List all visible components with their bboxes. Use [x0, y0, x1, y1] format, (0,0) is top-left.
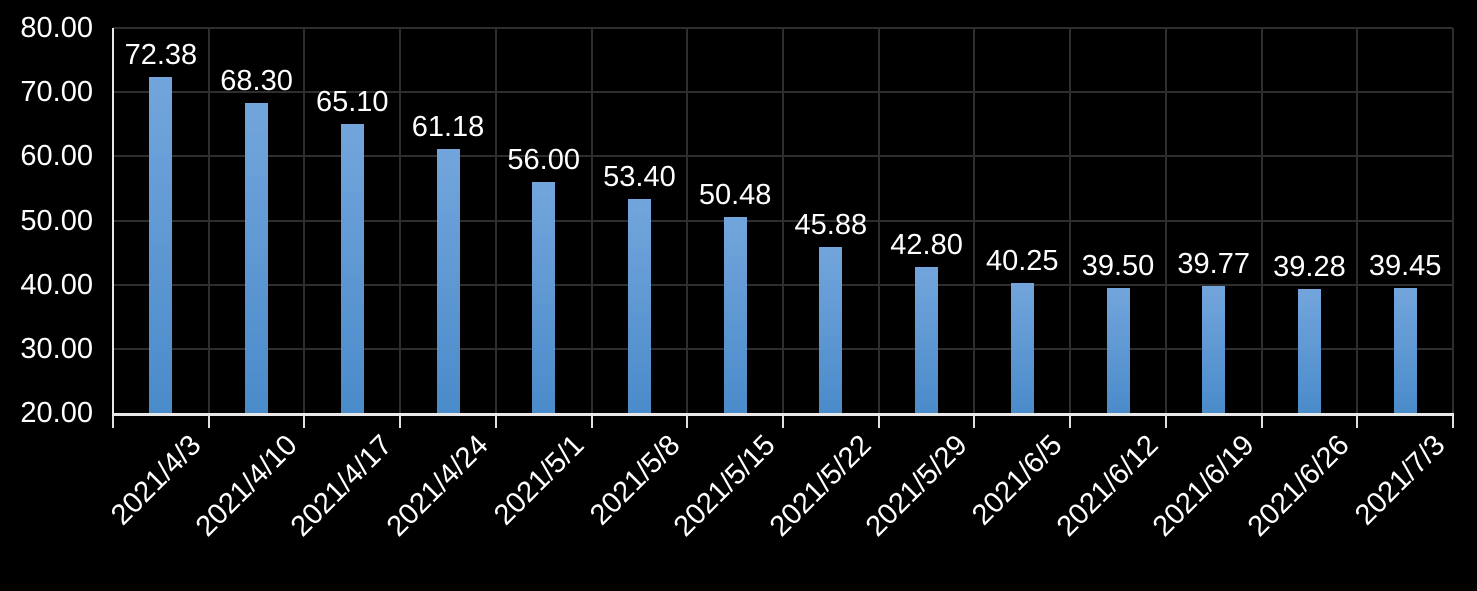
x-axis-tick	[973, 416, 976, 428]
y-tick-label: 40.00	[20, 268, 93, 301]
v-gridline	[1260, 28, 1263, 413]
v-gridline	[399, 28, 402, 413]
bar	[340, 123, 364, 413]
bar	[436, 148, 460, 413]
bar-value-label: 39.45	[1368, 250, 1442, 283]
bar	[149, 76, 173, 413]
v-gridline	[1452, 28, 1454, 413]
bar	[532, 182, 556, 413]
x-axis-tick	[1164, 416, 1167, 428]
x-axis-tick	[399, 416, 402, 428]
x-tick-label: 2021/5/29	[859, 429, 974, 543]
x-axis-tick	[494, 416, 497, 428]
x-tick-label: 2021/6/26	[1242, 429, 1357, 543]
x-axis-tick	[1356, 416, 1359, 428]
v-gridline	[1356, 28, 1359, 413]
x-tick-label: 2021/5/1	[487, 429, 591, 532]
x-axis-tick	[1069, 416, 1072, 428]
bar	[723, 217, 747, 413]
bar-value-label: 72.38	[124, 38, 198, 71]
bar	[627, 198, 651, 413]
v-gridline	[207, 28, 210, 413]
y-tick-label: 30.00	[20, 332, 93, 365]
v-gridline	[782, 28, 784, 413]
bar-value-label: 61.18	[411, 110, 485, 143]
x-axis-tick	[112, 416, 114, 428]
x-axis-tick	[782, 416, 784, 428]
y-tick-label: 50.00	[20, 204, 93, 237]
x-tick-label: 2021/4/17	[285, 429, 399, 543]
y-tick-label: 20.00	[20, 397, 93, 429]
x-axis-tick	[303, 416, 306, 428]
bar-value-label: 56.00	[507, 144, 580, 176]
x-axis-tick	[590, 416, 593, 428]
x-tick-label: 2021/5/22	[763, 429, 878, 543]
x-axis-line	[112, 413, 1454, 416]
y-axis-line	[112, 28, 114, 415]
bar	[819, 246, 843, 413]
v-gridline	[877, 28, 880, 413]
bar-value-label: 53.40	[603, 160, 676, 193]
v-gridline	[1164, 28, 1167, 413]
x-axis-tick	[1452, 416, 1454, 428]
bar	[1202, 286, 1226, 413]
v-gridline	[973, 28, 976, 413]
bar-value-label: 45.88	[794, 208, 868, 241]
v-gridline	[303, 28, 306, 413]
bar	[1010, 283, 1034, 413]
bar-value-label: 50.48	[698, 179, 772, 212]
bar	[245, 103, 269, 413]
x-axis-tick	[877, 416, 880, 428]
bar-value-label: 39.28	[1273, 251, 1346, 284]
v-gridline	[1069, 28, 1072, 413]
v-gridline	[590, 28, 593, 413]
x-tick-label: 2021/5/15	[667, 429, 782, 543]
bar-value-label: 40.25	[985, 245, 1059, 278]
bar-value-label: 39.50	[1081, 249, 1155, 282]
y-tick-label: 80.00	[20, 12, 93, 44]
plot-area: 72.38 68.30 65.10 61.18 56.00 53.40 50.48 45.88…	[112, 27, 1454, 428]
bar	[915, 266, 939, 413]
v-gridline	[686, 28, 689, 413]
bar-value-label: 39.77	[1177, 248, 1250, 281]
v-gridline	[494, 28, 497, 413]
x-tick-label: 2021/6/19	[1146, 429, 1261, 543]
x-axis-tick	[686, 416, 689, 428]
x-tick-label: 2021/7/3	[1349, 429, 1452, 532]
bar-value-label: 68.30	[220, 65, 293, 98]
y-tick-label: 60.00	[20, 140, 93, 173]
x-axis-tick	[1260, 416, 1263, 428]
bar-value-label: 65.10	[315, 85, 389, 118]
y-tick-label: 70.00	[20, 76, 93, 109]
x-tick-label: 2021/4/24	[380, 429, 495, 543]
bar	[1393, 288, 1417, 413]
x-axis-tick	[207, 416, 210, 428]
bar-value-label: 42.80	[890, 228, 963, 261]
x-tick-label: 2021/6/12	[1050, 429, 1165, 543]
bar	[1297, 289, 1321, 413]
bar	[1106, 287, 1130, 413]
x-tick-label: 2021/4/10	[189, 429, 304, 543]
